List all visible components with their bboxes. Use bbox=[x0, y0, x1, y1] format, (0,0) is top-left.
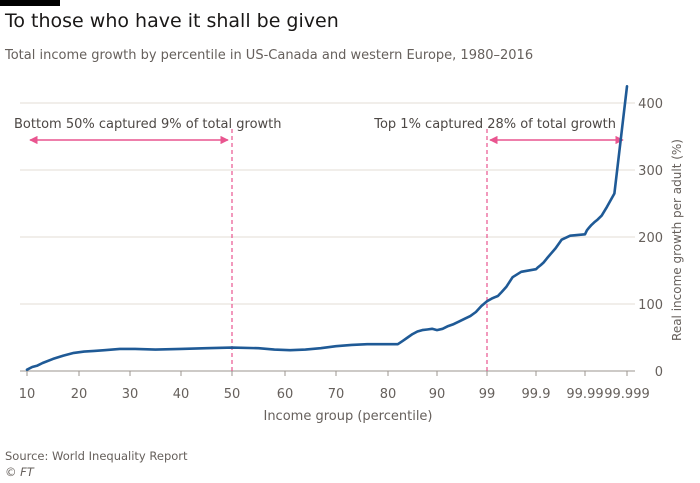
y-tick-label-200: 200 bbox=[638, 231, 663, 246]
y-tick-label-300: 300 bbox=[638, 164, 663, 179]
chart-title: To those who have it shall be given bbox=[5, 10, 339, 32]
axes: 0 100 200 300 400 Real income growth per adul… bbox=[19, 97, 684, 424]
annotation-text-1: Top 1% captured 28% of total growth bbox=[373, 117, 616, 132]
copyright-note: © FT bbox=[5, 465, 34, 479]
x-tick-label-20: 20 bbox=[71, 387, 88, 402]
x-tick-label-99.9: 99.9 bbox=[522, 387, 551, 402]
x-tick-label-10: 10 bbox=[19, 387, 36, 402]
series-layer bbox=[25, 85, 629, 371]
annotation-text-0: Bottom 50% captured 9% of total growth bbox=[14, 117, 282, 132]
annotations: Bottom 50% captured 9% of total growth To… bbox=[14, 117, 624, 371]
x-tick-label-50: 50 bbox=[224, 387, 241, 402]
y-axis-title: Real income growth per adult (%) bbox=[670, 139, 684, 341]
source-note: Source: World Inequality Report bbox=[5, 449, 188, 463]
x-tick-label-80: 80 bbox=[380, 387, 397, 402]
y-tick-label-400: 400 bbox=[638, 97, 663, 112]
series-line-0 bbox=[25, 85, 629, 371]
x-tick-label-99.999: 99.999 bbox=[604, 387, 650, 402]
grid-lines bbox=[20, 102, 635, 372]
chart-subtitle: Total income growth by percentile in US-… bbox=[5, 48, 534, 63]
y-tick-label-0: 0 bbox=[655, 365, 663, 380]
x-tick-label-90: 90 bbox=[429, 387, 446, 402]
x-tick-label-60: 60 bbox=[277, 387, 294, 402]
x-axis-title: Income group (percentile) bbox=[263, 409, 432, 424]
x-tick-label-99.99: 99.99 bbox=[566, 387, 603, 402]
y-tick-label-100: 100 bbox=[638, 298, 663, 313]
x-tick-label-40: 40 bbox=[173, 387, 190, 402]
ft-brand-bar bbox=[0, 0, 60, 6]
x-tick-label-70: 70 bbox=[328, 387, 345, 402]
x-tick-label-30: 30 bbox=[122, 387, 139, 402]
x-tick-label-99: 99 bbox=[479, 387, 496, 402]
